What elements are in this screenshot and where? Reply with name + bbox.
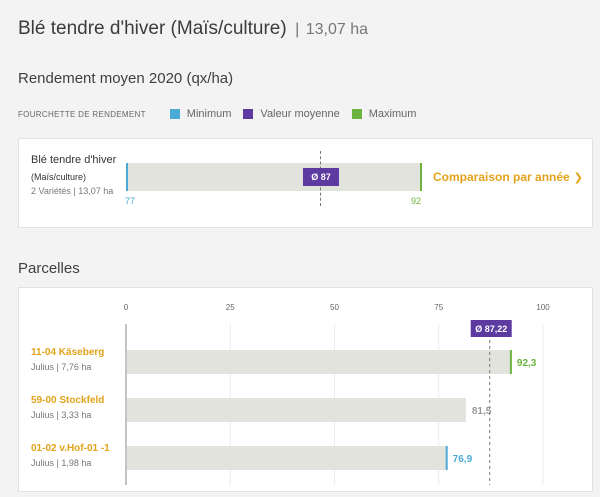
yield-range-bar — [126, 163, 421, 191]
yield-summary-card: Blé tendre d'hiver (Maïs/culture) 2 Vari… — [18, 138, 593, 228]
legend-text-minimum: Minimum — [186, 108, 232, 120]
x-tick-label: 25 — [226, 303, 235, 312]
parcel-label: 59-00 Stockfeld Julius | 3,33 ha — [31, 395, 119, 420]
average-badge: Ø 87 — [303, 168, 339, 186]
parcel-meta: Julius | 3,33 ha — [31, 410, 92, 420]
title-separator: | — [295, 21, 300, 38]
summary-meta: 2 Variétés | 13,07 ha — [31, 186, 114, 196]
parcel-name-link[interactable]: 11-04 Käseberg — [31, 347, 105, 358]
parcels-chart-card: 0 25 50 75 100 92,3 81,5 76,9 Ø 87,22 11-04 Käse… — [18, 287, 593, 492]
average-badge — [470, 320, 512, 337]
legend-item-maximum: Maximum — [351, 108, 417, 120]
x-tick-label: 100 — [536, 303, 550, 312]
bar-value-label: 92,3 — [517, 358, 537, 369]
parcel-bar — [127, 398, 466, 422]
yield-range-legend: FOURCHETTE DE RENDEMENT Minimum Valeur m… — [18, 108, 428, 120]
legend-text-average: Valeur moyenne — [260, 108, 340, 120]
average-badge-label: Ø 87,22 — [475, 324, 507, 334]
bar-value-label: 81,5 — [472, 406, 492, 417]
compare-by-year-label: Comparaison par année — [433, 170, 570, 184]
parcel-label: 11-04 Käseberg Julius | 7,76 ha — [31, 347, 119, 372]
legend-swatch-minimum — [169, 109, 180, 119]
page-header: Blé tendre d'hiver (Maïs/culture) | 13,0… — [18, 18, 368, 40]
min-value-marker — [445, 446, 448, 470]
legend-swatch-average — [243, 109, 254, 119]
x-tick-label: 0 — [124, 303, 129, 312]
yield-section-title: Rendement moyen 2020 (qx/ha) — [18, 70, 234, 87]
parcel-label: 01-02 v.Hof-01 -1 Julius | 1,98 ha — [31, 443, 119, 468]
summary-crop-name: Blé tendre d'hiver — [31, 154, 117, 166]
parcels-bar-chart: 0 25 50 75 100 92,3 81,5 76,9 Ø 87,22 — [124, 303, 550, 485]
min-marker — [126, 163, 128, 191]
summary-culture: (Maïs/culture) — [31, 172, 87, 182]
parcel-bar — [127, 446, 447, 470]
parcel-name-link[interactable]: 59-00 Stockfeld — [31, 395, 105, 406]
parcel-name-link[interactable]: 01-02 v.Hof-01 -1 — [31, 443, 110, 454]
legend-swatch-maximum — [351, 109, 362, 119]
min-value: 77 — [125, 196, 136, 206]
x-tick-label: 75 — [434, 303, 443, 312]
legend-text-maximum: Maximum — [368, 108, 417, 120]
compare-by-year-link[interactable]: Comparaison par année ❯ — [433, 170, 583, 184]
parcel-meta: Julius | 1,98 ha — [31, 458, 92, 468]
parcels-section-title: Parcelles — [18, 260, 80, 277]
bar-value-label: 76,9 — [453, 454, 473, 465]
parcel-bar — [127, 350, 511, 374]
page-title: Blé tendre d'hiver (Maïs/culture) — [18, 18, 287, 39]
legend-item-minimum: Minimum — [169, 108, 232, 120]
legend-label: FOURCHETTE DE RENDEMENT — [18, 109, 146, 119]
title-area: 13,07 ha — [305, 21, 369, 38]
legend-item-average: Valeur moyenne — [243, 108, 340, 120]
max-value: 92 — [411, 196, 422, 206]
chevron-right-icon: ❯ — [573, 172, 583, 184]
max-marker — [420, 163, 422, 191]
x-tick-label: 50 — [330, 303, 339, 312]
max-value-marker — [509, 350, 512, 374]
parcel-meta: Julius | 7,76 ha — [31, 362, 92, 372]
